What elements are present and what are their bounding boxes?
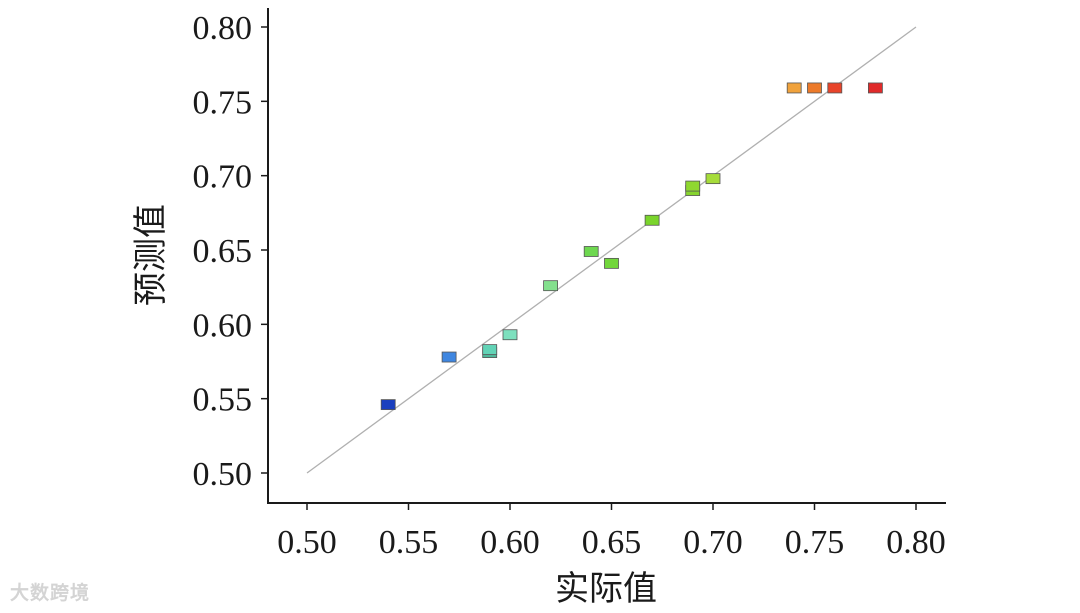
x-tick-label: 0.55 (379, 524, 439, 561)
x-axis-title: 实际值 (555, 569, 657, 609)
data-point (705, 173, 721, 185)
y-tick-label: 0.75 (193, 84, 253, 121)
data-point (482, 344, 498, 356)
data-point (868, 82, 883, 94)
reference-line (306, 26, 917, 474)
data-point (441, 351, 457, 363)
y-axis-title: 预测值 (131, 204, 171, 306)
y-tick-label: 0.80 (193, 10, 253, 47)
data-point (786, 82, 802, 94)
watermark-text: 大数跨境 (10, 582, 91, 604)
x-tick-label: 0.70 (683, 524, 743, 561)
data-point (502, 329, 518, 341)
x-tick-label: 0.65 (582, 524, 642, 561)
data-point (543, 280, 558, 292)
data-point (807, 82, 822, 94)
y-tick-label: 0.50 (193, 456, 253, 493)
y-tick-label: 0.65 (193, 233, 253, 270)
data-point (685, 180, 701, 192)
x-tick-label: 0.60 (480, 524, 540, 561)
data-point (644, 214, 660, 226)
y-tick-label: 0.70 (193, 159, 253, 196)
y-tick-label: 0.55 (193, 382, 253, 419)
data-point (380, 399, 396, 411)
watermark-logo: 大数跨境 (10, 578, 90, 605)
x-tick-label: 0.80 (886, 524, 946, 561)
data-point (583, 246, 599, 257)
data-point (604, 257, 619, 269)
data-point (827, 82, 843, 94)
x-tick-label: 0.75 (785, 524, 845, 561)
x-tick-label: 0.50 (277, 524, 337, 561)
y-tick-label: 0.60 (193, 307, 253, 344)
